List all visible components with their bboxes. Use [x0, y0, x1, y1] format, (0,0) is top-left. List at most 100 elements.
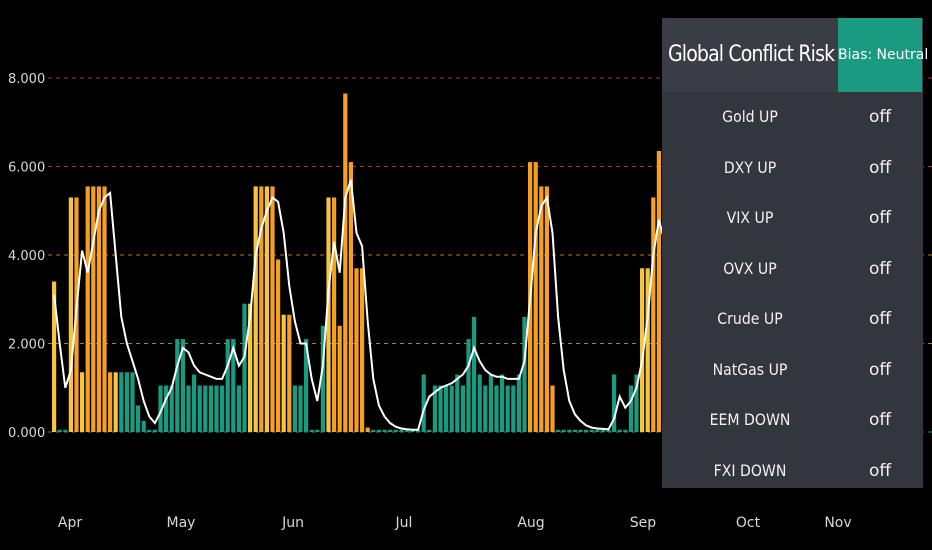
bar: [472, 316, 477, 432]
bar: [242, 303, 247, 432]
bar: [606, 429, 611, 432]
bar: [292, 385, 297, 432]
bar: [298, 385, 303, 432]
x-tick-label: Sep: [630, 515, 657, 531]
bar: [360, 268, 365, 432]
table-row: EEM DOWN off: [662, 395, 923, 445]
x-tick-label: Nov: [824, 515, 851, 531]
indicator-status: off: [868, 410, 892, 430]
bar: [343, 93, 348, 433]
indicator-label: FXI DOWN: [713, 460, 787, 480]
bar: [186, 385, 191, 432]
bar: [220, 385, 225, 432]
x-tick-label: Jul: [395, 515, 413, 531]
bar: [169, 385, 174, 432]
bar: [466, 339, 471, 432]
bar: [533, 162, 538, 432]
y-axis: 0.000 2.000 4.000 6.000 8.000: [8, 72, 45, 441]
bar: [399, 429, 404, 432]
indicator-label: Gold UP: [722, 107, 778, 126]
bar: [376, 429, 381, 432]
bar: [404, 429, 409, 432]
table-row: Gold UP off: [662, 92, 923, 142]
bar: [421, 374, 426, 432]
bias-badge: Bias: Neutral: [838, 18, 928, 92]
x-tick-label: Apr: [58, 515, 82, 531]
bar: [539, 186, 544, 432]
table-row: Crude UP off: [662, 294, 923, 344]
bar: [393, 429, 398, 432]
bar: [623, 429, 628, 432]
bar: [561, 429, 566, 432]
bar: [410, 429, 415, 432]
bar: [544, 186, 549, 432]
bar: [488, 374, 493, 432]
bar: [175, 339, 180, 432]
bar: [460, 385, 465, 432]
bar: [52, 281, 57, 432]
bar: [522, 316, 527, 432]
y-tick-label: 8.000: [8, 72, 45, 87]
bar: [432, 385, 437, 432]
conflict-risk-table: Global Conflict Risk Bias: Neutral Gold …: [662, 18, 928, 488]
bar: [158, 385, 163, 432]
bar: [68, 197, 73, 432]
bar: [141, 420, 146, 432]
bar: [595, 429, 600, 432]
bar: [612, 374, 617, 432]
bar: [567, 429, 572, 432]
bar: [494, 385, 499, 432]
bar: [371, 429, 376, 432]
bar: [584, 429, 589, 432]
bar: [108, 372, 113, 432]
bar: [208, 385, 213, 432]
bar: [192, 374, 197, 432]
bar: [326, 197, 331, 432]
bar: [427, 429, 432, 432]
indicator-label: Crude UP: [717, 309, 783, 328]
bar: [259, 186, 264, 432]
bar: [164, 385, 169, 432]
bar: [91, 186, 96, 432]
bar: [57, 429, 62, 432]
indicator-status: off: [868, 107, 892, 127]
bar: [505, 385, 510, 432]
x-tick-label: Aug: [517, 515, 544, 531]
bar: [332, 197, 337, 432]
bar: [320, 325, 325, 432]
bar: [645, 268, 650, 432]
y-tick-label: 6.000: [8, 161, 45, 176]
bar: [354, 268, 359, 432]
indicator-label: OVX UP: [723, 258, 777, 278]
bar: [231, 339, 236, 432]
bar: [477, 374, 482, 432]
bar: [617, 429, 622, 432]
bar: [113, 372, 118, 432]
bar: [63, 429, 68, 432]
table-row: OVX UP off: [662, 244, 923, 294]
bar: [600, 429, 605, 432]
indicator-status: off: [868, 460, 892, 481]
bar: [550, 385, 555, 432]
bar: [628, 385, 633, 432]
bar: [102, 186, 107, 432]
bar: [309, 429, 314, 432]
bar: [388, 429, 393, 432]
bar-series: [52, 93, 667, 433]
bar: [236, 385, 241, 432]
bar: [304, 339, 309, 432]
indicator-label: DXY UP: [723, 157, 777, 177]
bar: [147, 429, 152, 432]
bar: [444, 385, 449, 432]
bar: [651, 197, 656, 432]
indicator-status: off: [868, 258, 892, 279]
bar: [483, 385, 488, 432]
bar: [416, 429, 421, 432]
bar: [382, 429, 387, 432]
x-tick-label: May: [167, 515, 196, 531]
table-title: Global Conflict Risk: [668, 42, 835, 67]
bar: [152, 429, 157, 432]
bar: [365, 427, 370, 432]
indicator-status: off: [868, 157, 892, 178]
